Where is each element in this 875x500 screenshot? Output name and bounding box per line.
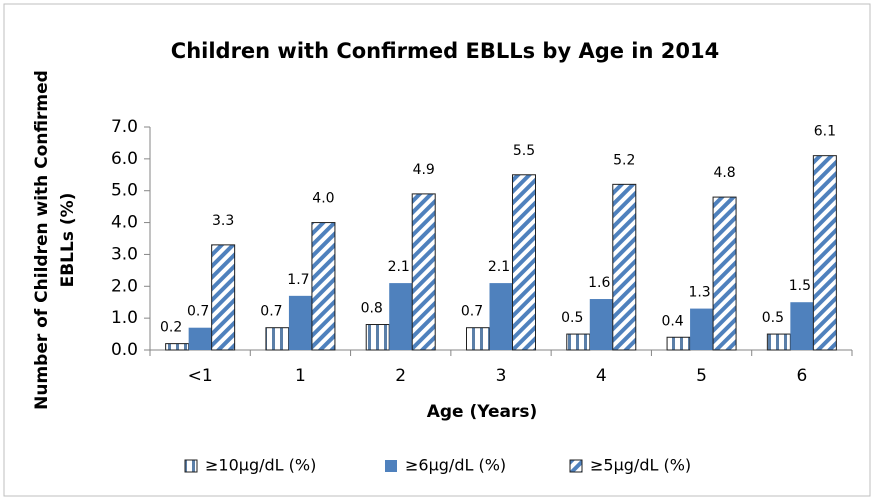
value-label: 3.3: [212, 213, 234, 229]
value-label: 0.7: [260, 304, 282, 320]
value-label: 0.5: [762, 310, 784, 326]
bar: [165, 343, 190, 351]
value-label: 5.5: [513, 143, 535, 159]
value-label: 0.7: [461, 304, 483, 320]
bar: [288, 295, 312, 350]
bar: [188, 327, 212, 350]
legend-label: ≥6µg/dL (%): [405, 456, 506, 475]
x-tick-label: 4: [596, 366, 607, 386]
y-tick-label: 5.0: [111, 181, 138, 201]
bar: [466, 327, 490, 351]
bar: [612, 183, 637, 351]
value-label: 1.7: [287, 272, 309, 288]
x-tick-label: 3: [496, 366, 507, 386]
bar: [411, 193, 436, 351]
value-label: 6.1: [814, 124, 836, 140]
bar: [666, 336, 691, 351]
y-tick-label: 4.0: [111, 213, 138, 233]
y-tick-label: 3.0: [111, 244, 138, 264]
bar: [790, 302, 814, 350]
chart-title: Children with Confirmed EBLLs by Age in …: [171, 39, 719, 63]
bar: [812, 155, 837, 351]
y-tick-label: 0.0: [111, 340, 138, 360]
y-tick-label: 2.0: [111, 276, 138, 296]
bar: [265, 327, 290, 351]
bar: [766, 333, 791, 351]
bar: [589, 299, 613, 350]
value-label: 4.0: [312, 191, 334, 207]
value-label: 2.1: [488, 259, 510, 275]
x-tick-label: 2: [395, 366, 406, 386]
y-axis-title: EBLLs (%): [58, 193, 78, 288]
value-label: 0.8: [361, 301, 383, 317]
legend-swatch: [184, 459, 198, 473]
bar: [690, 308, 714, 350]
x-tick-label: 5: [696, 366, 707, 386]
value-label: 2.1: [388, 259, 410, 275]
x-tick-label: <1: [188, 366, 213, 386]
bar: [389, 283, 413, 350]
legend-label: ≥5µg/dL (%): [590, 456, 691, 475]
y-tick-label: 6.0: [111, 149, 138, 169]
value-label: 5.2: [613, 152, 635, 168]
bar: [712, 196, 737, 351]
value-label: 0.2: [160, 320, 182, 336]
value-label: 0.5: [561, 310, 583, 326]
value-label: 0.4: [661, 313, 683, 329]
x-axis-title: Age (Years): [427, 402, 538, 422]
bar: [365, 324, 390, 351]
legend-swatch: [569, 459, 583, 473]
legend-label: ≥10µg/dL (%): [205, 456, 316, 475]
x-tick-label: 1: [295, 366, 306, 386]
bar: [566, 333, 591, 351]
x-tick-label: 6: [796, 366, 807, 386]
legend-swatch: [385, 460, 397, 472]
bar: [512, 174, 536, 351]
bar: [311, 222, 336, 351]
value-label: 4.8: [713, 165, 735, 181]
value-label: 4.9: [413, 162, 435, 178]
value-label: 1.5: [789, 278, 811, 294]
bar: [489, 283, 513, 350]
bar: [211, 244, 236, 351]
y-axis-title: Number of Children with Confirmed: [32, 70, 52, 410]
y-tick-label: 7.0: [111, 117, 138, 137]
value-label: 1.6: [588, 275, 610, 291]
value-label: 1.3: [688, 285, 710, 301]
y-tick-label: 1.0: [111, 308, 138, 328]
value-label: 0.7: [187, 304, 209, 320]
